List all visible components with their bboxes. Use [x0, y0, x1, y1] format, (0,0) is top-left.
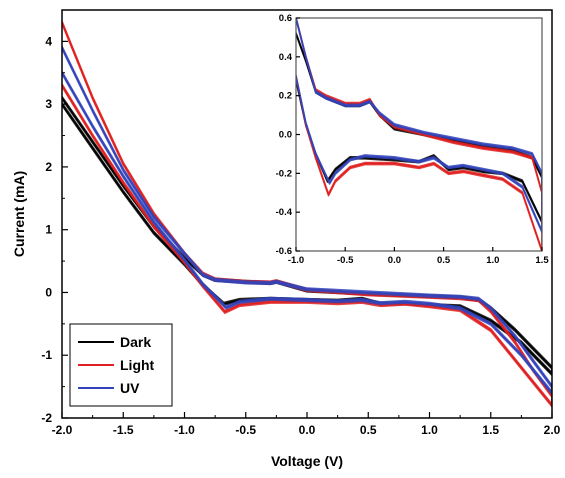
inset-series-light-curve [296, 18, 542, 251]
legend-label-dark: Dark [120, 334, 151, 350]
series-uv-curve [62, 47, 552, 394]
legend-label-uv: UV [120, 380, 140, 396]
x-tick-label: 1.0 [421, 423, 438, 437]
x-tick-label: -0.5 [337, 255, 354, 266]
y-tick-label: 0.2 [279, 91, 292, 102]
y-tick-label: 2 [45, 160, 52, 174]
y-tick-label: 0.4 [279, 52, 293, 63]
x-tick-label: -1.0 [288, 255, 304, 266]
y-tick-label: 4 [45, 34, 52, 48]
inset-series-light-curve [296, 18, 542, 251]
x-tick-label: 1.0 [486, 255, 499, 266]
y-tick-label: 0 [45, 285, 52, 299]
inset-plot-curves [296, 18, 542, 251]
inset-plot: -1.0 -0.5 0.0 0.5 1.0 1.5 -0.6 -0.4 -0.2 0.0 0.2 0.… [276, 13, 550, 266]
legend-label-light: Light [120, 357, 155, 373]
inset-series-uv-curve [296, 18, 542, 232]
x-tick-label: -2.0 [52, 423, 73, 437]
series-uv-curve [62, 46, 552, 393]
y-tick-label: -1 [41, 348, 52, 362]
y-tick-label: -0.4 [276, 207, 293, 218]
inset-axis-ticks: -1.0 -0.5 0.0 0.5 1.0 1.5 -0.6 -0.4 -0.2 0.0 0.2 0.… [276, 13, 550, 266]
x-tick-label: 0.5 [437, 255, 451, 266]
x-tick-label: -1.0 [174, 423, 195, 437]
y-tick-label: -0.2 [276, 168, 292, 179]
y-tick-label: 0.6 [279, 13, 292, 24]
x-tick-label: -1.5 [113, 423, 134, 437]
x-tick-label: 0.0 [299, 423, 316, 437]
x-tick-label: 1.5 [482, 423, 499, 437]
y-axis-title: Current (mA) [11, 171, 27, 257]
y-tick-label: -2 [41, 411, 52, 425]
x-tick-label: -0.5 [235, 423, 256, 437]
y-tick-label: 3 [45, 97, 52, 111]
x-tick-label: 1.5 [535, 255, 549, 266]
inset-series-uv-curve [296, 18, 542, 234]
main-axis-ticks: -2.0 -1.5 -1.0 -0.5 0.0 0.5 1.0 1.5 2.0 -2 -1 0 1 2 3 4 [41, 34, 560, 437]
series-uv-curve [62, 48, 552, 396]
x-axis-title: Voltage (V) [271, 453, 343, 469]
y-tick-label: -0.6 [276, 246, 292, 257]
inset-series-uv-curve [296, 18, 542, 233]
legend: Dark Light UV [69, 323, 173, 407]
x-tick-label: 2.0 [544, 423, 561, 437]
y-tick-label: 1 [45, 223, 52, 237]
x-tick-label: 0.5 [360, 423, 377, 437]
x-tick-label: 0.0 [388, 255, 401, 266]
main-plot-curves [62, 20, 552, 408]
y-tick-label: 0.0 [279, 130, 292, 141]
